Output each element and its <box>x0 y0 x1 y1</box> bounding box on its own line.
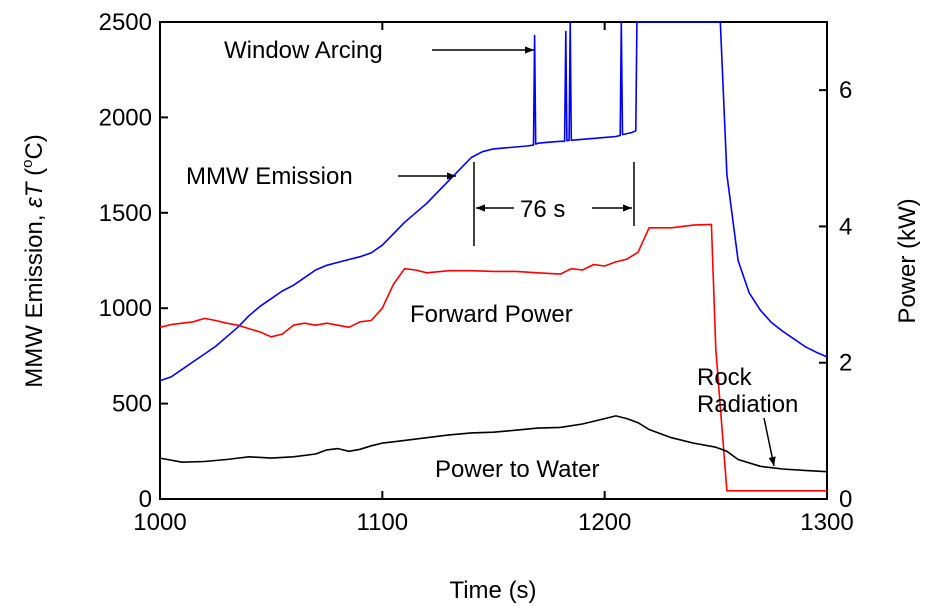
y2-tick-label: 6 <box>839 77 852 104</box>
y2-tick-label: 4 <box>839 213 852 240</box>
annotation-rock: Rock <box>697 364 753 391</box>
annotation-radiation: Radiation <box>697 391 798 418</box>
y2-tick-label: 0 <box>839 486 852 513</box>
annotation-power-to-water: Power to Water <box>435 456 600 483</box>
annotation-mmw-emission: MMW Emission <box>186 163 353 190</box>
x-tick-label: 1200 <box>578 509 631 536</box>
y-tick-label: 1000 <box>99 295 152 322</box>
y-axis-title-degree: o <box>19 160 36 168</box>
series-line-power-to-water <box>159 415 828 473</box>
y-axis-title-prefix: MMW Emission, <box>21 208 48 388</box>
y2-tick-label: 2 <box>839 350 852 377</box>
y-tick-label: 500 <box>112 391 152 418</box>
annotation-forward-power: Forward Power <box>410 301 573 328</box>
y-axis-title-epsilon: ε <box>21 197 48 208</box>
x-tick-label: 1300 <box>800 509 853 536</box>
y-tick-label: 0 <box>139 486 152 513</box>
rock-radiation-arrow <box>763 417 776 467</box>
series-line-forward-power <box>159 223 827 492</box>
series-line-mmw-emission <box>159 21 828 382</box>
plot-frame <box>159 21 828 500</box>
y-tick-label: 1500 <box>99 200 152 227</box>
annotation-duration: 76 s <box>520 196 565 223</box>
annotation-arrows <box>398 46 776 467</box>
x-tick-label: 1000 <box>133 509 186 536</box>
y-axis-title-close: C) <box>21 134 48 159</box>
series-layer <box>159 21 828 492</box>
y-tick-label: 2000 <box>99 104 152 131</box>
y-tick-label: 2500 <box>99 9 152 36</box>
y-axis-title-open: ( <box>21 168 48 183</box>
y2-axis-title: Power (kW) <box>894 198 921 323</box>
y-axis-title: MMW Emission, εT (oC) <box>19 134 48 388</box>
x-tick-label: 1100 <box>357 509 409 536</box>
annotation-window-arcing: Window Arcing <box>224 37 383 64</box>
y-axis-title-t: T <box>21 180 48 197</box>
x-axis-title: Time (s) <box>449 577 536 604</box>
